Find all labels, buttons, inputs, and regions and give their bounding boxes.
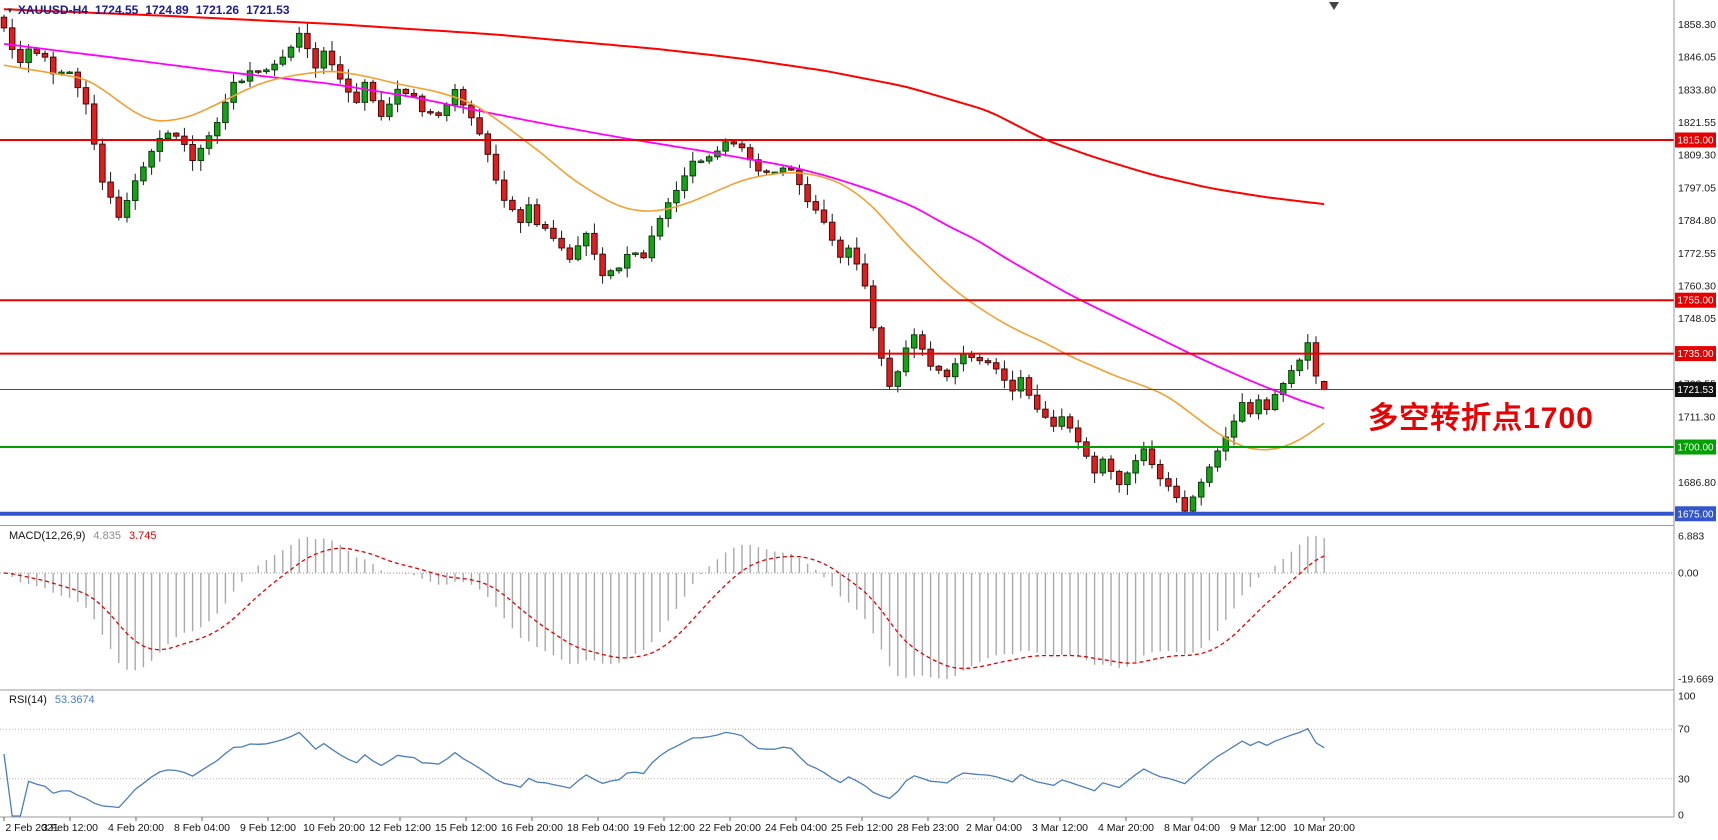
svg-text:70: 70 bbox=[1678, 724, 1690, 736]
moving-averages-layer bbox=[3, 8, 1325, 451]
svg-text:1686.80: 1686.80 bbox=[1678, 477, 1716, 489]
symbol-timeframe-label: XAUUSD-H4 bbox=[17, 3, 88, 17]
svg-text:10 Feb 20:00: 10 Feb 20:00 bbox=[303, 822, 365, 834]
svg-text:2 Feb 2021: 2 Feb 2021 bbox=[5, 822, 58, 834]
svg-text:4 Feb 20:00: 4 Feb 20:00 bbox=[108, 822, 164, 834]
price-annotation-text[interactable]: 多空转折点1700 bbox=[1368, 402, 1594, 435]
macd-signal-value: 3.745 bbox=[128, 530, 157, 542]
svg-text:1755.00: 1755.00 bbox=[1677, 296, 1714, 307]
svg-text:12 Feb 12:00: 12 Feb 12:00 bbox=[369, 822, 431, 834]
svg-text:1675.00: 1675.00 bbox=[1677, 509, 1714, 520]
svg-text:100: 100 bbox=[1678, 691, 1696, 703]
svg-text:0.00: 0.00 bbox=[1678, 568, 1699, 580]
svg-text:25 Feb 12:00: 25 Feb 12:00 bbox=[831, 822, 893, 834]
rsi-value: 53.3674 bbox=[54, 694, 95, 706]
svg-text:24 Feb 04:00: 24 Feb 04:00 bbox=[765, 822, 827, 834]
ma-slow-line bbox=[3, 8, 1325, 206]
chart-menu-toggle-icon[interactable]: ▼ bbox=[6, 6, 14, 16]
macd-signal-line bbox=[3, 547, 1325, 670]
svg-text:1858.30: 1858.30 bbox=[1678, 19, 1716, 31]
svg-text:1748.05: 1748.05 bbox=[1678, 313, 1716, 325]
svg-text:1809.30: 1809.30 bbox=[1678, 150, 1716, 162]
svg-text:1772.55: 1772.55 bbox=[1678, 248, 1716, 260]
chart-ohlc-header: ▼ XAUUSD-H4 1724.55 1724.89 1721.26 1721.53 bbox=[6, 3, 290, 17]
panel-separators[interactable] bbox=[0, 525, 1718, 818]
svg-text:8 Mar 04:00: 8 Mar 04:00 bbox=[1164, 822, 1220, 834]
svg-text:3 Mar 12:00: 3 Mar 12:00 bbox=[1032, 822, 1088, 834]
macd-name: MACD(12,26,9) bbox=[9, 530, 86, 542]
svg-text:1760.30: 1760.30 bbox=[1678, 281, 1716, 293]
chart-shift-marker-icon[interactable] bbox=[1329, 2, 1339, 10]
candles-layer[interactable] bbox=[0, 14, 1328, 515]
close-value: 1721.53 bbox=[246, 3, 290, 17]
svg-text:15 Feb 12:00: 15 Feb 12:00 bbox=[435, 822, 497, 834]
rsi-line bbox=[3, 727, 1325, 817]
svg-text:-19.669: -19.669 bbox=[1678, 674, 1714, 686]
svg-text:4 Mar 20:00: 4 Mar 20:00 bbox=[1098, 822, 1154, 834]
svg-text:1721.53: 1721.53 bbox=[1677, 385, 1714, 396]
open-value: 1724.55 bbox=[94, 3, 139, 17]
svg-text:18 Feb 04:00: 18 Feb 04:00 bbox=[567, 822, 629, 834]
svg-text:1735.00: 1735.00 bbox=[1677, 349, 1714, 360]
svg-text:2 Mar 04:00: 2 Mar 04:00 bbox=[966, 822, 1022, 834]
svg-text:19 Feb 12:00: 19 Feb 12:00 bbox=[633, 822, 695, 834]
macd-main-value: 4.835 bbox=[93, 530, 121, 542]
svg-text:16 Feb 20:00: 16 Feb 20:00 bbox=[501, 822, 563, 834]
rsi-name: RSI(14) bbox=[9, 694, 47, 706]
svg-text:10 Mar 20:00: 10 Mar 20:00 bbox=[1293, 822, 1355, 834]
rsi-indicator-label: RSI(14) 53.3674 bbox=[9, 694, 95, 706]
macd-panel[interactable] bbox=[0, 535, 1674, 680]
macd-indicator-label: MACD(12,26,9) 4.835 3.745 bbox=[9, 530, 156, 542]
svg-text:1833.80: 1833.80 bbox=[1678, 84, 1716, 96]
svg-text:1821.55: 1821.55 bbox=[1678, 117, 1716, 129]
svg-text:1784.80: 1784.80 bbox=[1678, 215, 1716, 227]
high-value: 1724.89 bbox=[145, 3, 189, 17]
svg-text:6.883: 6.883 bbox=[1678, 530, 1704, 542]
svg-text:1711.30: 1711.30 bbox=[1678, 411, 1715, 423]
svg-text:22 Feb 20:00: 22 Feb 20:00 bbox=[699, 822, 761, 834]
svg-text:1815.00: 1815.00 bbox=[1677, 136, 1714, 147]
svg-text:9 Mar 12:00: 9 Mar 12:00 bbox=[1230, 822, 1286, 834]
svg-text:1797.05: 1797.05 bbox=[1678, 182, 1716, 194]
svg-text:30: 30 bbox=[1678, 773, 1690, 785]
price-badges: 1815.00 1755.00 1735.00 1721.53 1700.00 1675.… bbox=[1675, 132, 1716, 522]
horizontal-price-lines[interactable] bbox=[0, 139, 1674, 516]
svg-text:1700.00: 1700.00 bbox=[1677, 443, 1714, 454]
ma-fast-line bbox=[3, 64, 1325, 451]
rsi-panel[interactable] bbox=[0, 727, 1674, 817]
svg-text:3 Feb 12:00: 3 Feb 12:00 bbox=[42, 822, 98, 834]
svg-text:1846.05: 1846.05 bbox=[1678, 52, 1716, 64]
svg-text:9 Feb 12:00: 9 Feb 12:00 bbox=[240, 822, 296, 834]
svg-text:8 Feb 04:00: 8 Feb 04:00 bbox=[174, 822, 230, 834]
svg-text:0: 0 bbox=[1678, 810, 1684, 822]
low-value: 1721.26 bbox=[195, 3, 240, 17]
price-axis[interactable]: 1858.30 1846.05 1833.80 1821.55 1809.30 1797.… bbox=[1673, 0, 1718, 840]
ma-mid-line bbox=[3, 43, 1325, 410]
svg-text:28 Feb 23:00: 28 Feb 23:00 bbox=[897, 822, 959, 834]
